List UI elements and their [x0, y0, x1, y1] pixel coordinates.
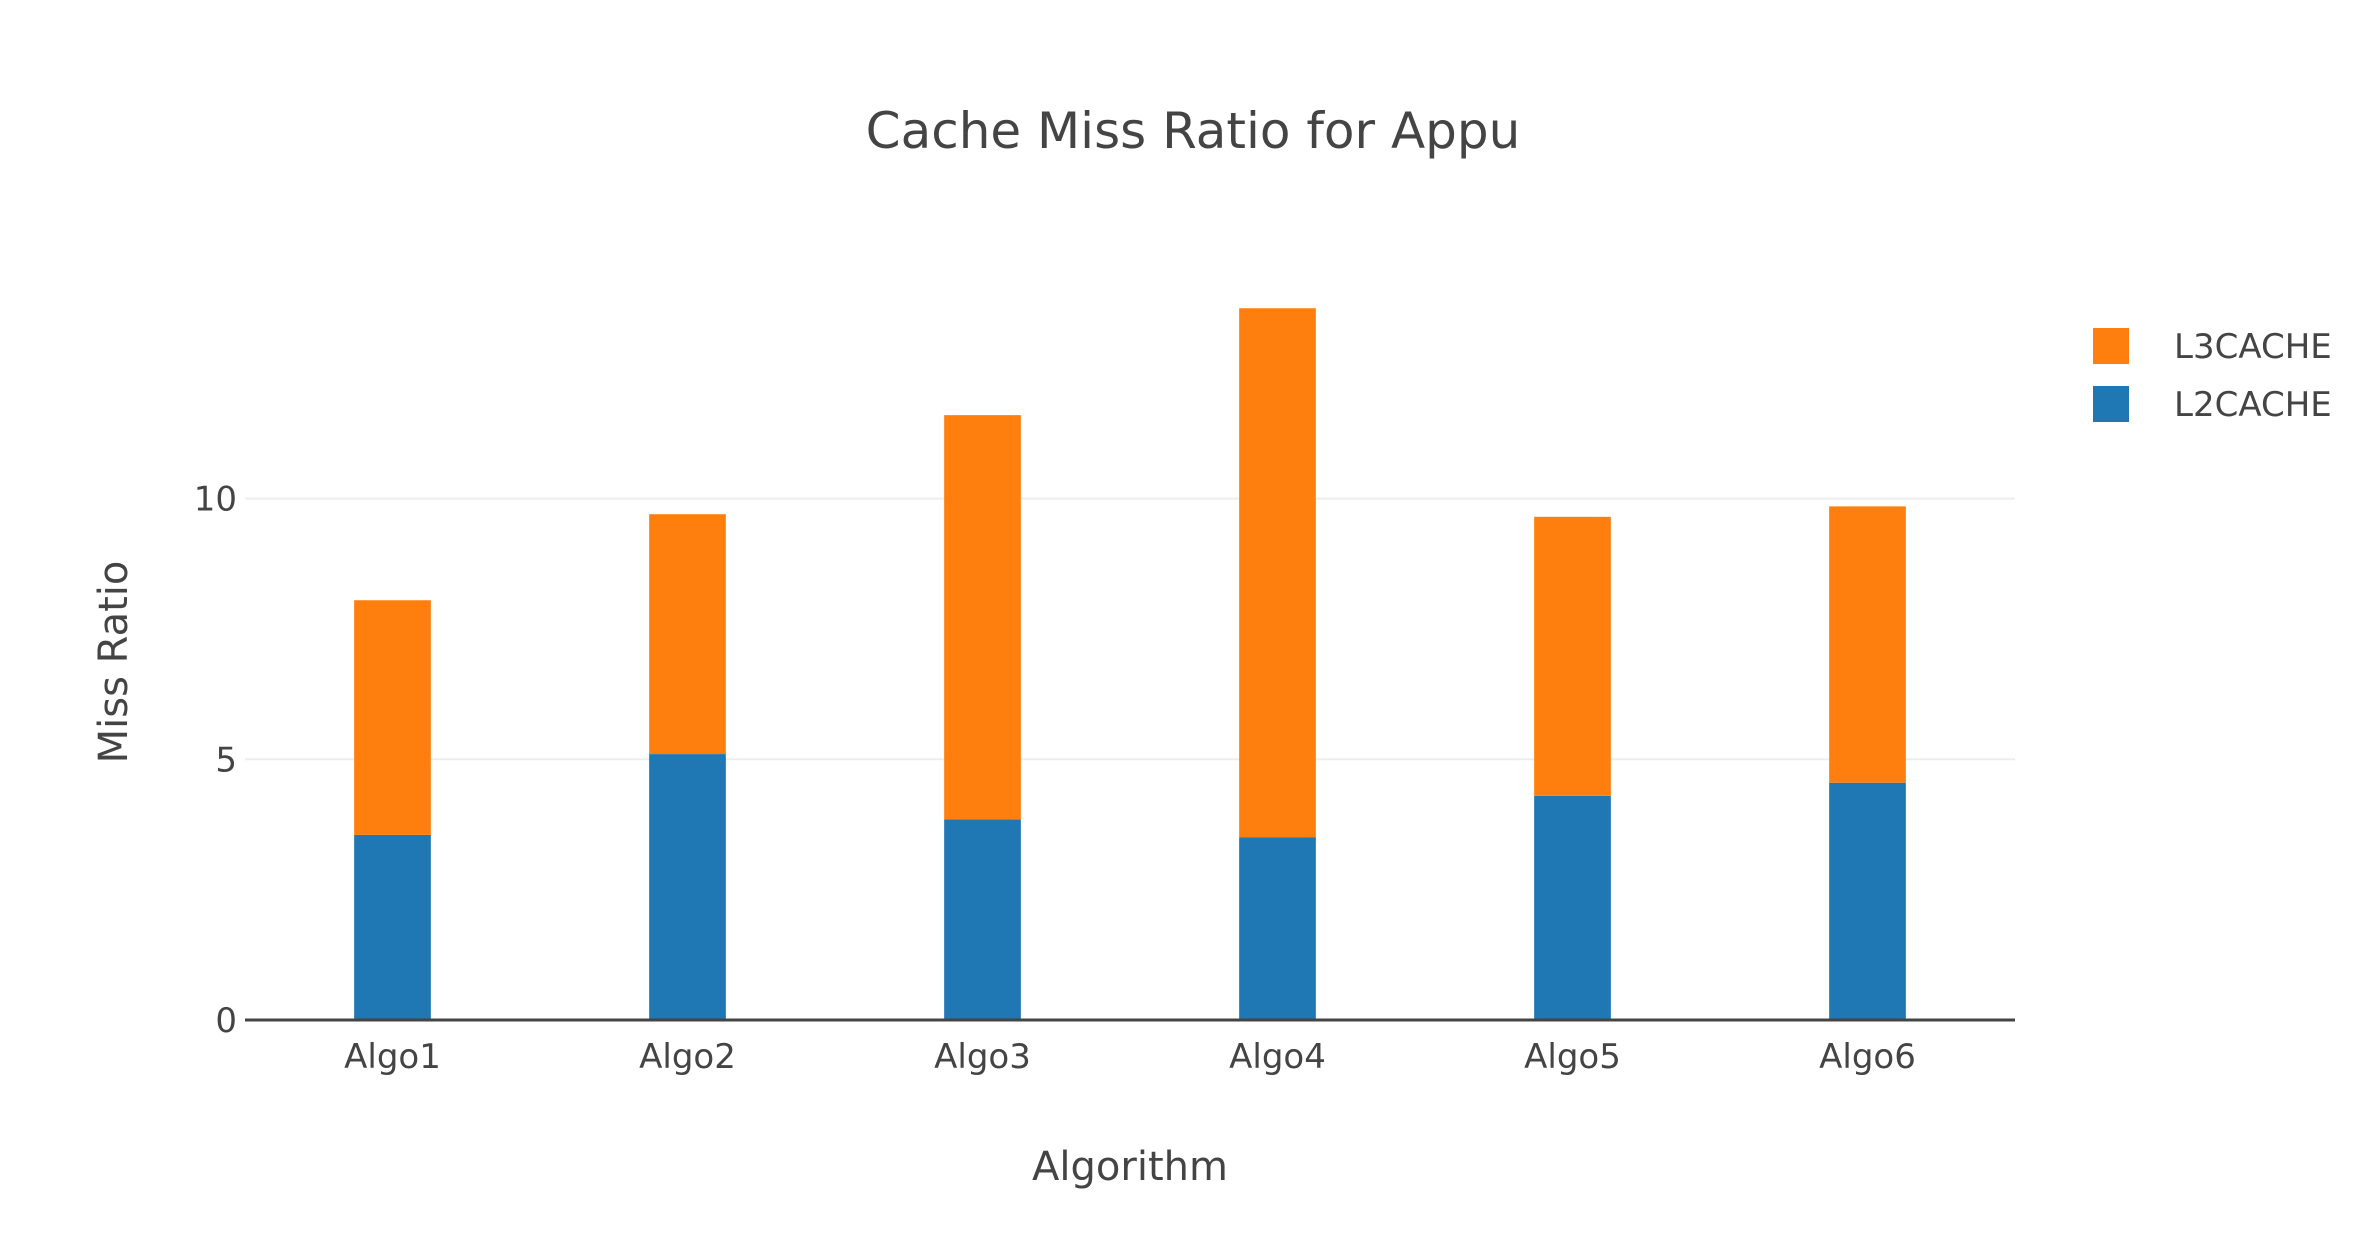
y-tick-label: 10: [194, 480, 237, 520]
y-tick-label: 5: [215, 740, 237, 780]
y-axis: 0 5 10: [194, 480, 237, 1041]
bar-l2cache-algo6: [1829, 782, 1906, 1020]
legend[interactable]: L3CACHE L2CACHE: [2093, 327, 2332, 425]
bar-l2cache-algo5: [1534, 795, 1611, 1020]
bar-l3cache-algo6: [1829, 506, 1906, 783]
bar-l3cache-algo1: [354, 600, 431, 835]
legend-swatch: [2093, 328, 2129, 364]
bar-l3cache-algo5: [1534, 516, 1611, 796]
legend-swatch: [2093, 386, 2129, 422]
bar-l2cache-algo1: [354, 834, 431, 1020]
x-tick-label: Algo2: [639, 1037, 736, 1077]
legend-item-l2cache[interactable]: L2CACHE: [2093, 385, 2332, 425]
legend-label: L3CACHE: [2174, 327, 2332, 367]
bar-l3cache-algo2: [649, 514, 726, 755]
x-tick-label: Algo4: [1229, 1037, 1326, 1077]
legend-label: L2CACHE: [2174, 385, 2332, 425]
bar-l3cache-algo4: [1239, 308, 1316, 838]
x-tick-label: Algo5: [1524, 1037, 1621, 1077]
x-tick-label: Algo1: [344, 1037, 441, 1077]
x-axis: Algo1 Algo2 Algo3 Algo4 Algo5 Algo6: [245, 1018, 2015, 1077]
grid-lines: [245, 497, 2015, 761]
chart-title: Cache Miss Ratio for Appu: [866, 102, 1521, 160]
x-tick-label: Algo3: [934, 1037, 1031, 1077]
bar-l2cache-algo2: [649, 754, 726, 1020]
bar-l2cache-algo4: [1239, 837, 1316, 1020]
bar-series: [354, 308, 1906, 1020]
bar-l2cache-algo3: [944, 819, 1021, 1020]
x-axis-title: Algorithm: [1032, 1144, 1228, 1190]
legend-item-l3cache[interactable]: L3CACHE: [2093, 327, 2332, 367]
x-tick-label: Algo6: [1819, 1037, 1916, 1077]
bar-l3cache-algo3: [944, 415, 1021, 820]
y-axis-title: Miss Ratio: [91, 561, 137, 764]
y-tick-label: 0: [215, 1001, 237, 1041]
